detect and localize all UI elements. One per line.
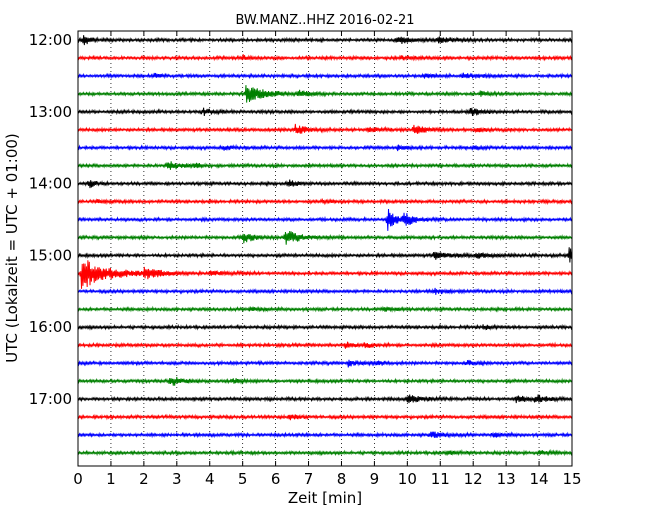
y-tick-label: 12:00 [29,31,72,49]
seismic-trace [77,231,573,245]
x-tick-label: 1 [106,470,116,488]
seismic-trace [77,208,573,231]
x-tick-label: 13 [497,470,516,488]
seismic-trace [77,179,573,189]
x-tick-label: 7 [304,470,314,488]
seismic-trace [77,54,573,62]
x-tick-label: 11 [431,470,450,488]
seismic-trace [77,376,573,386]
chart-title: BW.MANZ..HHZ 2016-02-21 [235,13,414,28]
x-tick-label: 12 [464,470,483,488]
x-tick-label: 15 [562,470,581,488]
seismic-trace [77,323,573,331]
x-tick-label: 0 [73,470,83,488]
seismic-traces [77,35,573,457]
x-tick-label: 9 [370,470,380,488]
x-tick-label: 4 [205,470,215,488]
x-tick-label: 2 [139,470,149,488]
seismic-trace [77,359,573,368]
seismic-trace [77,72,573,80]
plot-frame [77,30,573,467]
seismic-trace [77,413,573,421]
grid-lines [110,31,540,466]
y-tick-label: 16:00 [29,318,72,336]
seismic-trace [77,448,573,457]
x-tick-label: 5 [238,470,248,488]
y-tick-label: 17:00 [29,390,72,408]
x-axis-ticks: 0 1 2 3 4 5 6 7 8 9 10 11 12 13 14 15 [73,31,582,488]
seismic-trace [77,247,573,263]
x-tick-label: 3 [172,470,182,488]
seismic-trace [77,161,573,170]
seismic-trace [77,107,573,116]
y-tick-label: 13:00 [29,103,72,121]
y-axis-label: UTC (Lokalzeit = UTC + 01:00) [3,133,21,363]
x-tick-label: 6 [271,470,281,488]
y-axis-ticks: 12:00 13:00 14:00 15:00 16:00 17:00 [29,31,572,408]
x-tick-label: 10 [398,470,417,488]
seismic-trace [77,123,573,134]
seismic-trace [77,287,573,295]
y-tick-label: 14:00 [29,175,72,193]
seismic-trace [77,394,573,404]
seismic-trace [77,341,573,349]
y-tick-label: 15:00 [29,246,72,264]
seismic-trace [77,197,573,206]
seismic-trace [77,305,573,313]
x-tick-label: 8 [337,470,347,488]
seismic-trace [77,431,573,439]
seismic-trace [77,143,573,152]
seismic-trace [77,260,573,289]
seismic-trace [77,35,573,46]
seismic-trace [77,85,573,103]
x-tick-label: 14 [530,470,549,488]
x-axis-label: Zeit [min] [288,489,362,507]
